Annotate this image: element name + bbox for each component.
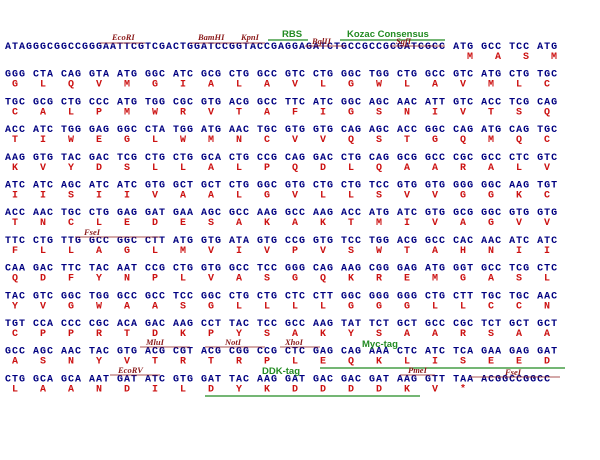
amino-acids: A S N Y V T R T R P L E Q K L I S E E D — [12, 357, 551, 368]
amino-acids: Y V G W A A S G L L L L G G G L L C C N — [12, 301, 551, 312]
dna-sequence: ACC ATC TGG GAG GGC CTA TGG ATG AAC TGC … — [5, 125, 558, 136]
restriction-site: BglII — [311, 36, 332, 46]
restriction-site: KpnI — [240, 32, 260, 42]
dna-sequence: GCC AGC AAC TAC GTG ACG CGT ACG CGG CCG … — [5, 347, 558, 358]
amino-acids: L A A N D I L D Y K D D D D K V * — [12, 383, 467, 395]
dna-sequence: ATAGGGCGGCCGGGAATTCGTCGACTGGATCCGGTACCGA… — [5, 42, 558, 53]
restriction-site: FseI — [83, 227, 101, 237]
dna-sequence: CAA GAC TTC TAC AAT CCG CTG GTG GCC TCC … — [5, 264, 558, 275]
amino-acids: T I W E G L W M N C V V Q S T G Q M Q C — [12, 135, 551, 146]
restriction-site: MluI — [145, 337, 165, 347]
dna-sequence: GGG CTA CAG GTA ATG GGC ATC GCG CTG GCC … — [5, 70, 558, 81]
restriction-site: EcoRI — [111, 32, 135, 42]
restriction-site: BamHI — [197, 32, 225, 42]
dna-sequence: TGC GCG CTG CCC ATG TGG CGC GTG ACG GCC … — [5, 97, 558, 108]
amino-acids: I I S I I V A A L G V L L S V V G G K C — [12, 191, 551, 202]
restriction-site: NotI — [224, 337, 242, 347]
amino-acids: C P P R T D K P Y S A K Y S A A R S A A — [12, 329, 551, 340]
restriction-site: EcoRV — [117, 365, 144, 375]
dna-sequence: TTC CTG TTG GCC GGC CTT ATG GTG ATA GTG … — [5, 236, 558, 247]
amino-acids: G L Q V M G I A L A V L G W L A V M L C — [12, 80, 551, 91]
restriction-site: SgfI — [396, 36, 412, 46]
restriction-site: FseI — [504, 367, 522, 377]
dna-sequence: AAG GTG TAC GAC TCG CTG CTG GCA CTG CCG … — [5, 153, 558, 164]
tag-label: DDK-tag — [262, 366, 300, 377]
tag-label: Myc-tag — [362, 339, 398, 350]
dna-sequence: CTG GCA GCA AAT GAT ATC GTG GAT TAC AAG … — [5, 374, 551, 385]
amino-acids: M A S M — [467, 52, 558, 63]
amino-acids: Q D F Y N P L V A S G Q K R E M G A S L — [12, 274, 551, 285]
tag-label: Kozac Consensus — [347, 29, 429, 40]
restriction-site: XhoI — [284, 337, 304, 347]
dna-sequence: ATC ATC AGC ATC ATC GTG GCT GCT CTG GGC … — [5, 181, 558, 192]
dna-sequence: TAC GTC GGC TGG GCC GCC TCC GGC CTG CTG … — [5, 291, 558, 302]
amino-acids: K V Y D S L L A L P Q D L Q A A R A L V — [12, 163, 551, 174]
amino-acids: C A L P M W R V T A F I G S N I V T S Q — [12, 107, 551, 118]
tag-label: RBS — [282, 29, 302, 40]
dna-sequence: TGT CCA CCC CGC ACA GAC AAG CCT TAC TCC … — [5, 319, 558, 330]
amino-acids: F L L A G L M V I V P V S W T A H N I I — [12, 246, 551, 257]
dna-sequence: ACC AAC TGC CTG GAG GAT GAA AGC GCC AAG … — [5, 208, 558, 219]
amino-acids: T N C L E D E S A K A K T M I V A G V V — [12, 218, 551, 229]
restriction-site: PmeI — [408, 365, 428, 375]
